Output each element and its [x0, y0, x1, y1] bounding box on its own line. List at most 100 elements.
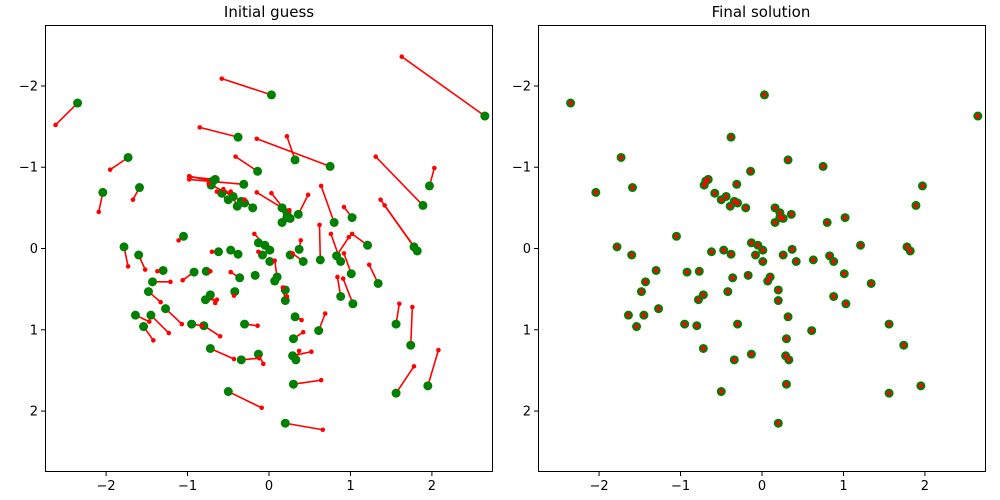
target-point	[254, 136, 260, 142]
target-point	[242, 197, 247, 203]
target-point	[618, 155, 624, 160]
target-point	[256, 355, 262, 361]
target-point	[705, 177, 711, 182]
target-point	[614, 244, 620, 250]
x-tick-label: 1	[346, 479, 354, 494]
connector-line	[55, 102, 79, 126]
target-point	[784, 336, 789, 342]
target-point	[378, 197, 383, 203]
guess-point	[373, 278, 383, 288]
target-point	[53, 122, 58, 128]
target-point	[701, 292, 706, 298]
y-tick-label: −2	[19, 79, 38, 94]
target-point	[684, 269, 690, 275]
guess-point	[143, 287, 153, 297]
target-point	[328, 231, 334, 237]
guess-point	[178, 231, 188, 241]
connector-line	[293, 379, 322, 386]
target-point	[735, 200, 740, 206]
target-point	[382, 203, 387, 208]
axes-frame	[45, 25, 493, 472]
target-point	[158, 299, 163, 305]
guess-point	[480, 111, 490, 121]
guess-point	[347, 213, 357, 223]
target-point	[180, 277, 185, 283]
chart-title: Final solution	[712, 3, 811, 21]
guess-point	[233, 249, 243, 259]
target-point	[341, 204, 347, 210]
guess-point	[189, 267, 199, 277]
target-point	[142, 267, 148, 272]
connector-line	[285, 422, 323, 431]
guess-point	[348, 299, 358, 309]
target-point	[166, 330, 172, 336]
target-point	[696, 268, 702, 274]
guess-point	[412, 246, 422, 256]
target-point	[749, 351, 754, 357]
guess-point	[406, 340, 416, 350]
connector-line	[342, 278, 354, 305]
target-point	[593, 190, 599, 195]
ticks-initial-guess: −2 −1 0 1 2 −2 −1 0 1 2	[19, 79, 436, 494]
target-point	[727, 203, 733, 209]
target-point	[913, 203, 919, 208]
target-point	[868, 281, 874, 286]
target-point	[436, 347, 441, 353]
guess-point	[314, 326, 324, 336]
target-point	[317, 222, 322, 228]
guess-point	[73, 98, 83, 108]
connector-line	[401, 56, 486, 117]
target-point	[125, 264, 131, 269]
connector-line	[256, 191, 283, 209]
x-tick-label: −2	[97, 479, 116, 494]
target-point	[767, 274, 773, 280]
target-point	[255, 323, 260, 329]
target-point	[843, 301, 849, 307]
target-point	[728, 134, 734, 140]
target-point	[831, 259, 836, 264]
x-tick-label: −2	[590, 479, 609, 494]
connector-line	[199, 126, 239, 138]
target-point	[918, 383, 924, 389]
target-point	[827, 253, 832, 259]
target-point	[634, 324, 639, 329]
guess-point	[240, 319, 250, 329]
guess-point	[250, 270, 260, 280]
guess-point	[239, 179, 249, 189]
target-point	[626, 312, 631, 318]
target-point	[775, 298, 781, 303]
target-point	[259, 405, 264, 411]
target-point	[748, 168, 753, 174]
y-tick-label: 2	[30, 405, 38, 420]
target-point	[831, 294, 836, 299]
guess-point	[146, 310, 156, 320]
target-point	[718, 197, 724, 203]
target-point	[920, 183, 925, 189]
guess-point	[253, 166, 263, 176]
guess-point	[248, 203, 258, 213]
guess-point	[236, 355, 246, 365]
target-point	[349, 231, 355, 237]
target-point	[107, 167, 113, 172]
target-point	[762, 92, 767, 98]
target-point	[696, 297, 701, 303]
target-point	[287, 208, 292, 213]
target-point	[901, 342, 907, 348]
target-point	[975, 113, 981, 119]
target-point	[718, 389, 724, 394]
guess-point	[134, 183, 144, 193]
guess-point	[223, 387, 233, 397]
target-point	[340, 276, 346, 281]
target-point	[228, 269, 234, 275]
target-point	[749, 240, 754, 246]
x-tick-label: 0	[265, 479, 273, 494]
target-point	[254, 190, 260, 195]
y-tick-label: 1	[30, 323, 38, 338]
target-point	[309, 349, 314, 355]
guess-point	[291, 355, 301, 365]
target-point	[233, 154, 238, 159]
connector-line	[427, 349, 440, 387]
target-point	[789, 247, 795, 252]
target-point	[734, 181, 740, 187]
